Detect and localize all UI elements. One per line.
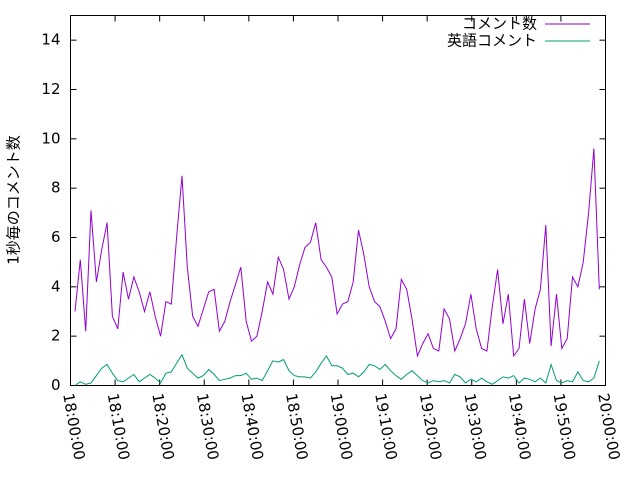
plot-border (70, 15, 606, 386)
x-tick-label: 19:30:00 (460, 392, 489, 461)
y-tick-label: 10 (41, 129, 60, 147)
x-tick-label: 19:00:00 (327, 392, 356, 461)
y-tick-label: 12 (41, 80, 60, 98)
y-tick-label: 4 (51, 277, 61, 295)
legend-label: コメント数 (462, 15, 537, 33)
data-line (74, 148, 600, 358)
x-tick-label: 18:10:00 (104, 392, 133, 461)
x-tick-label: 18:20:00 (148, 392, 177, 461)
x-tick-label: 18:00:00 (59, 392, 88, 461)
x-tick-label: 19:10:00 (371, 392, 400, 461)
y-axis-label: 1秒毎のコメント数 (5, 135, 23, 265)
x-tick-label: 18:40:00 (237, 392, 266, 461)
y-tick-label: 14 (41, 31, 60, 49)
x-tick-label: 19:20:00 (416, 392, 445, 461)
y-tick-label: 6 (51, 228, 61, 246)
x-tick-label: 19:50:00 (550, 392, 579, 461)
data-line (74, 353, 600, 386)
y-tick-label: 2 (51, 327, 61, 345)
x-tick-label: 18:30:00 (193, 392, 222, 461)
x-tick-label: 20:00:00 (594, 392, 623, 461)
y-tick-label: 8 (51, 179, 61, 197)
x-tick-label: 18:50:00 (282, 392, 311, 461)
x-tick-label: 19:40:00 (505, 392, 534, 461)
legend-label: 英語コメント (447, 32, 537, 50)
y-tick-label: 0 (51, 376, 61, 394)
